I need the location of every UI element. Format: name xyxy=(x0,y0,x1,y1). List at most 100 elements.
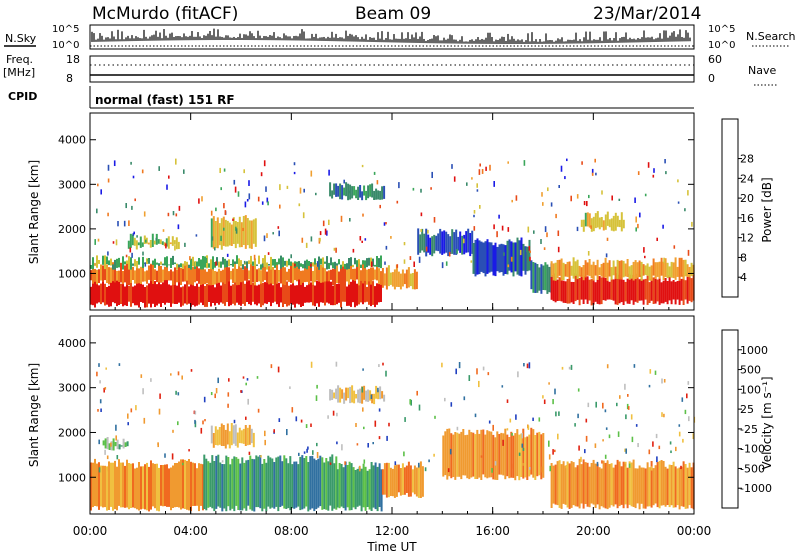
data-cell xyxy=(212,256,214,270)
data-cell xyxy=(98,363,100,367)
data-cell xyxy=(120,445,123,447)
data-cell xyxy=(206,283,208,307)
data-cell xyxy=(293,461,296,509)
data-cell xyxy=(183,169,185,174)
data-cell xyxy=(368,278,370,305)
data-cell xyxy=(626,259,629,277)
data-cell xyxy=(409,256,412,260)
data-cell xyxy=(224,219,227,247)
data-cell xyxy=(276,282,278,305)
data-cell xyxy=(192,256,194,266)
data-cell xyxy=(202,420,204,425)
data-cell xyxy=(443,230,446,254)
data-cell xyxy=(580,456,582,462)
data-cell xyxy=(365,190,368,201)
data-cell xyxy=(98,269,100,283)
data-cell xyxy=(580,267,583,277)
data-cell xyxy=(172,211,175,216)
data-cell xyxy=(171,453,174,460)
data-cell xyxy=(549,465,551,472)
y-tick-label: 4000 xyxy=(58,337,86,350)
data-cell xyxy=(379,190,382,200)
data-cell xyxy=(678,431,681,437)
data-cell xyxy=(381,186,384,200)
data-cell xyxy=(320,258,322,265)
data-cell xyxy=(532,417,534,422)
data-cell xyxy=(362,463,365,508)
data-cell xyxy=(648,266,651,281)
data-cell xyxy=(544,226,547,233)
data-cell xyxy=(226,423,229,445)
data-cell xyxy=(405,269,408,289)
data-cell xyxy=(104,449,106,455)
data-cell xyxy=(243,169,245,174)
data-cell xyxy=(478,169,481,175)
data-cell xyxy=(142,466,144,509)
data-cell xyxy=(587,251,590,256)
data-cell xyxy=(656,279,659,302)
data-cell xyxy=(108,260,110,266)
data-cell xyxy=(94,239,96,245)
data-cell xyxy=(132,286,134,304)
data-cell xyxy=(684,259,687,277)
data-cell xyxy=(316,280,318,304)
data-cell xyxy=(442,435,445,477)
data-cell xyxy=(266,197,269,203)
data-cell xyxy=(298,452,300,456)
data-cell xyxy=(306,448,308,453)
data-cell xyxy=(177,421,179,426)
data-cell xyxy=(275,457,278,507)
data-cell xyxy=(634,197,636,203)
data-cell xyxy=(236,432,239,448)
cpid-panel xyxy=(89,86,694,109)
data-cell xyxy=(517,371,519,378)
data-cell xyxy=(372,465,375,508)
data-cell xyxy=(182,459,184,509)
data-cell xyxy=(368,469,371,510)
data-cell xyxy=(241,457,244,511)
data-cell xyxy=(257,456,260,508)
data-cell xyxy=(379,386,382,400)
data-cell xyxy=(194,262,196,283)
data-cell xyxy=(433,217,436,223)
power-ylabel: Slant Range [km] xyxy=(27,160,41,264)
data-cell xyxy=(514,242,517,272)
data-cell xyxy=(298,266,300,280)
data-cell xyxy=(261,201,264,205)
data-cell xyxy=(116,455,119,460)
data-cell xyxy=(419,234,422,253)
data-cell xyxy=(137,242,140,246)
data-cell xyxy=(107,212,109,217)
data-cell xyxy=(246,218,249,246)
data-cell xyxy=(168,468,170,507)
data-cell xyxy=(210,218,213,248)
data-cell xyxy=(367,443,369,448)
data-cell xyxy=(252,265,254,283)
data-cell xyxy=(611,195,613,201)
data-cell xyxy=(154,281,156,307)
data-cell xyxy=(226,281,228,302)
data-cell xyxy=(674,466,677,508)
data-cell xyxy=(222,269,224,283)
data-cell xyxy=(482,366,485,371)
data-cell xyxy=(427,229,429,234)
data-cell xyxy=(606,461,609,510)
data-cell xyxy=(350,463,353,511)
data-cell xyxy=(595,172,597,176)
x-tick-label: 12:00 xyxy=(375,524,410,538)
data-cell xyxy=(301,237,304,243)
data-cell xyxy=(156,463,158,511)
data-cell xyxy=(527,425,530,430)
data-cell xyxy=(244,201,247,208)
data-cell xyxy=(139,236,142,248)
data-cell xyxy=(602,276,605,301)
data-cell xyxy=(395,264,398,287)
data-cell xyxy=(330,257,332,266)
data-cell xyxy=(588,213,591,228)
data-cell xyxy=(271,458,274,508)
data-cell xyxy=(158,467,160,512)
data-cell xyxy=(260,281,262,308)
data-cell xyxy=(466,434,469,479)
data-cell xyxy=(403,242,406,246)
data-cell xyxy=(472,243,475,274)
